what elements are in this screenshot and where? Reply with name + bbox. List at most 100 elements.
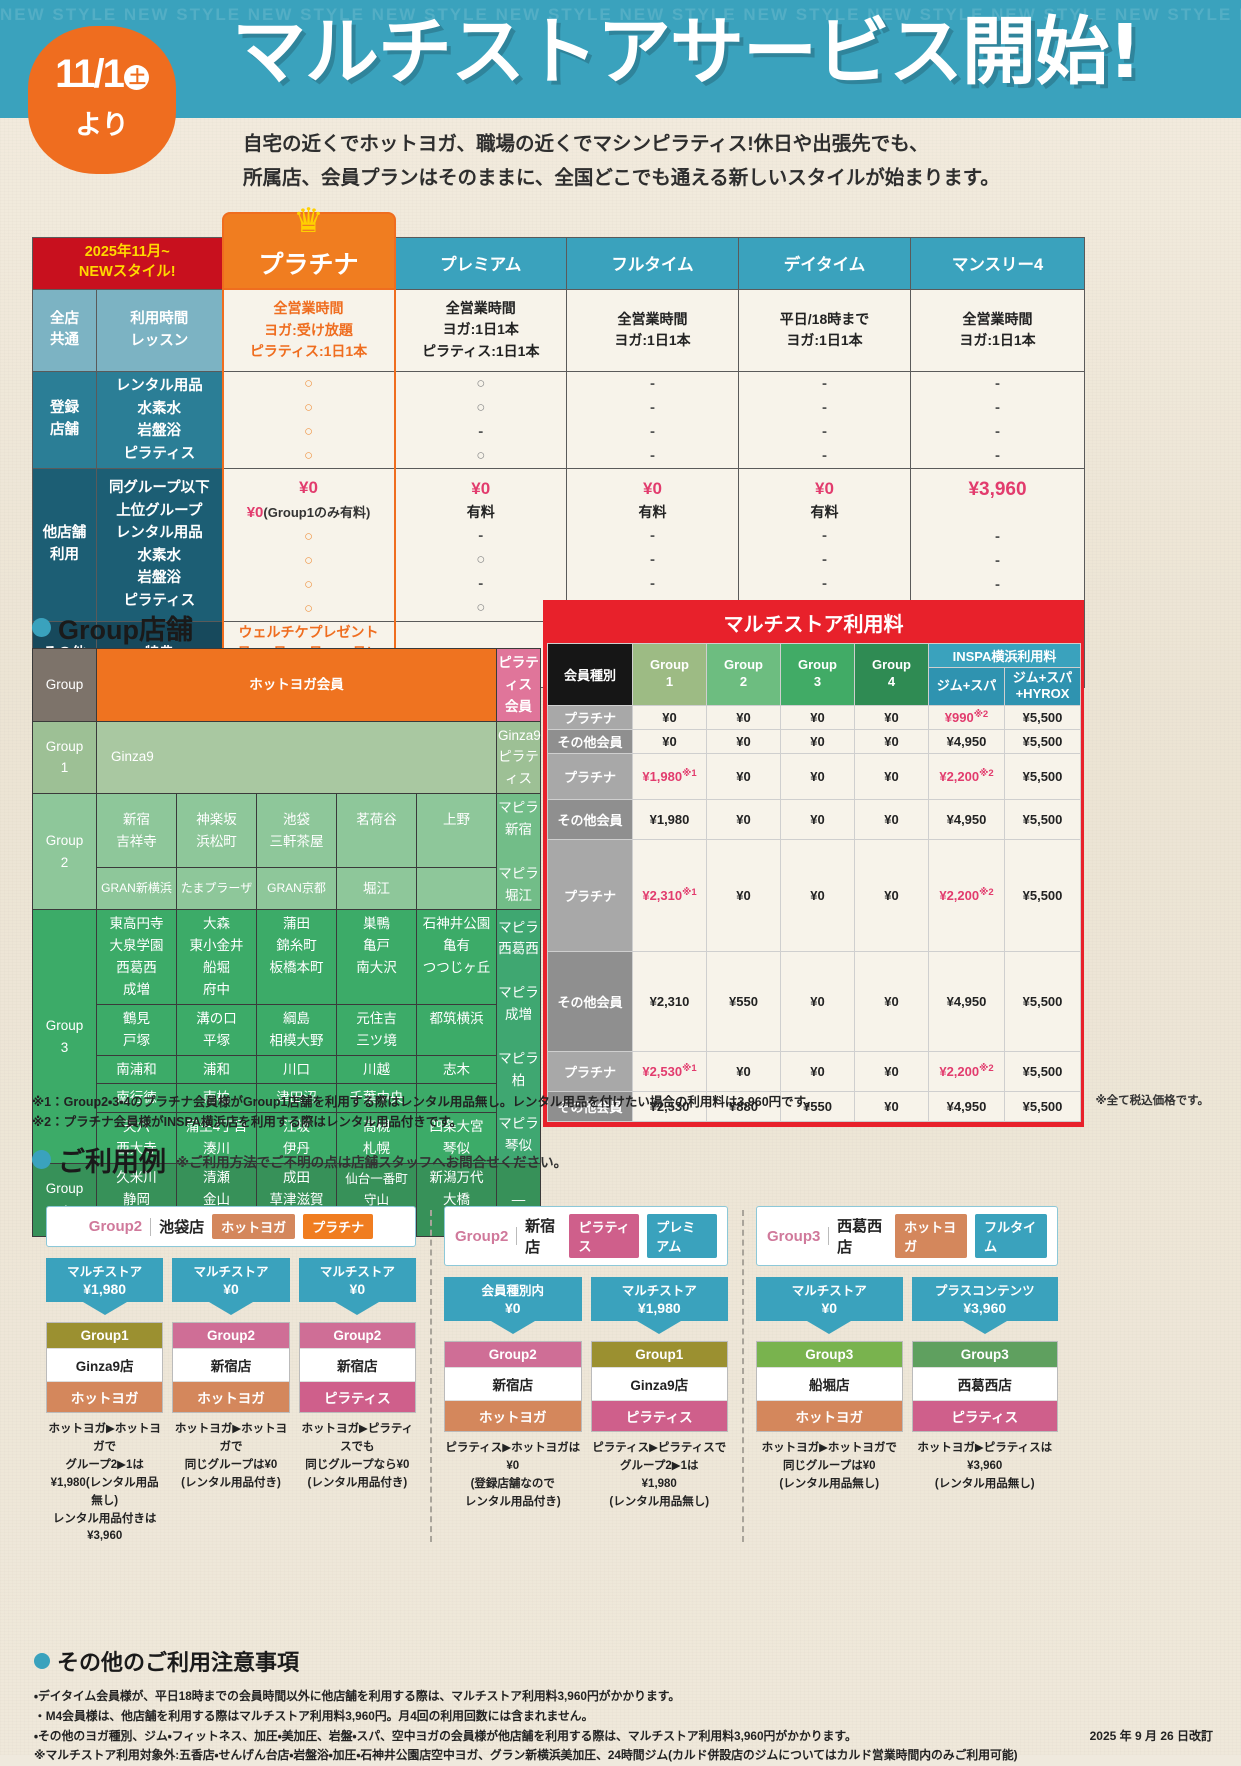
fee-header-group2: Group 2: [706, 643, 781, 706]
mark-rental: -: [995, 375, 1001, 393]
example-desc: ピラティス▶ホットヨガは ¥0 (登録店舗なので レンタル用品付き): [445, 1442, 581, 1508]
gs-store: [416, 1083, 497, 1114]
fee-row-g2-platinum: プラチナ ¥1,980※1 ¥0 ¥0 ¥0 ¥2,200※2 ¥5,500: [547, 752, 1082, 800]
plan-header-premium[interactable]: プレミアム: [394, 236, 568, 290]
bullet-icon: [32, 618, 51, 637]
gs-store: 都筑横浜: [416, 1003, 497, 1056]
cell-registered-daytime: - - - -: [738, 371, 912, 470]
mark-ganban: -: [478, 423, 484, 441]
lede-line-1: 自宅の近くでホットヨガ、職場の近くでマシンピラティス!休日や出張先でも、: [243, 133, 929, 155]
gs-group-label-2: Group 2: [32, 793, 97, 911]
fee-val: ¥0: [780, 752, 855, 800]
mark-rental: -: [822, 526, 828, 544]
cell-common-platinum: 全営業時間 ヨガ:受け放題 ピラティス:1日1本: [221, 288, 396, 373]
plan-header-fulltime[interactable]: フルタイム: [566, 236, 740, 290]
gs-store: 津田沼: [256, 1083, 337, 1114]
gs-store: 南行徳: [96, 1083, 177, 1114]
example-stack: Group2 新宿店 ホットヨガ: [444, 1341, 582, 1433]
gs-store: 浦和: [176, 1054, 257, 1085]
gs-row-group3d: 南行徳 南柏 津田沼 千葉中央: [33, 1083, 541, 1114]
platinum-tab: [221, 212, 396, 240]
usage-examples: Group2 池袋店 ホットヨガ プラチナ マルチストア ¥1,980 Grou…: [32, 1172, 1084, 1546]
mark-hydrogen: ○: [476, 399, 486, 417]
gs-store: たまプラーザ: [176, 867, 257, 911]
arrow-badge: マルチストア ¥0: [172, 1258, 290, 1303]
plan-comparison-table: 2025年11月~ NEWスタイル! ♛ プラチナ プレミアム フルタイム デイ…: [31, 204, 1086, 689]
plan-row-registered: 登録 店舗 レンタル用品 水素水 岩盤浴 ピラティス ○ ○ ○ ○ ○ ○ - ○ -…: [32, 371, 1086, 470]
row-label-otherstore: 他店舗 利用: [32, 468, 97, 622]
gs-store: 東高円寺 大泉学園 西葛西 成増: [96, 909, 177, 1005]
stack-type: ピラティス: [912, 1401, 1057, 1432]
stack-store: 新宿店: [445, 1367, 581, 1402]
fee-val: ¥0: [706, 704, 781, 730]
fee-val: ¥0: [780, 704, 855, 730]
gs-row-group1: Group 1 Ginza9 Ginza9 ピラティス: [32, 720, 541, 795]
gs-row-group2b: GRAN新横浜 たまプラーザ GRAN京都 堀江: [33, 867, 541, 911]
fee-label-platinum: プラチナ: [547, 838, 633, 952]
arrow-label: 会員種別内: [481, 1284, 544, 1298]
stack-group: Group3: [912, 1342, 1057, 1368]
tax-note: ※全て税込価格です。: [1095, 1095, 1209, 1107]
example-stack: Group3 船堀店 ホットヨガ: [756, 1341, 903, 1433]
fee-table-title: マルチストア利用料: [723, 614, 904, 636]
fee-header-inspa-gym-spa: ジム+スパ: [928, 667, 1005, 706]
gs-row-group3a: Group 3 東高円寺 大泉学園 西葛西 成増 大森 東小金井 船堀 府中 蒲田 錦糸町 板橋本…: [32, 909, 541, 1165]
row-label-common: 全店 共通: [32, 288, 97, 373]
fee-header-inspa: INSPA横浜利用料: [927, 643, 1082, 668]
gs-store: 巣鴨 亀戸 南大沢: [336, 909, 417, 1005]
plan-header-daytime[interactable]: デイタイム: [738, 236, 912, 290]
group-stores-heading: Group店舗: [32, 608, 193, 647]
gs-store: 池袋 三軒茶屋: [256, 793, 337, 869]
mark-ganban: -: [478, 574, 484, 592]
gs-group-label-3: Group 3: [32, 909, 97, 1165]
fee-val: ¥0: [780, 838, 855, 952]
gs-store: 堀江: [336, 867, 417, 911]
arrow-amount: ¥3,960: [963, 1300, 1007, 1317]
mark-hydrogen: ○: [303, 551, 314, 569]
arrow-label: マルチストア: [319, 1265, 395, 1279]
mark-pilates: -: [995, 447, 1001, 465]
example-stack: Group3 西葛西店 ピラティス: [911, 1341, 1058, 1433]
stack-type: ピラティス: [299, 1382, 415, 1413]
fee-row-g4-platinum: プラチナ ¥2,530※1 ¥0 ¥0 ¥0 ¥2,200※2 ¥5,500: [547, 1050, 1082, 1092]
fee-val: ¥0: [854, 798, 929, 840]
arrow-label: プラスコンテンツ: [934, 1284, 1035, 1298]
fee-val: ¥0: [706, 1050, 781, 1092]
mark-hydrogen: -: [650, 399, 656, 417]
gs-store: 大森 東小金井 船堀 府中: [176, 909, 257, 1005]
gs-store: 神楽坂 浜松町: [176, 793, 257, 869]
chip-activity: ピラティス: [569, 1214, 640, 1258]
mark-ganban: -: [650, 574, 656, 592]
gs-row-group3e: 天六 西大寺 蒲生4丁目 湊川 江坂 伊丹 高槻 札幌 四条大宮 琴似: [33, 1112, 541, 1165]
mark-pilates: -: [822, 447, 828, 465]
stack-store: Ginza9店: [47, 1348, 163, 1383]
example-col: 会員種別内 ¥0 Group2 新宿店 ホットヨガ ピラティス▶ホットヨガは ¥0…: [444, 1277, 582, 1512]
mark-hydrogen: -: [822, 399, 828, 417]
plan-header-platinum[interactable]: ♛ プラチナ: [221, 204, 396, 290]
arrow-amount: ¥1,980: [83, 1281, 127, 1298]
mark-ganban: -: [995, 423, 1001, 441]
fee-label-platinum: プラチナ: [547, 752, 633, 800]
multistore-fee-table: マルチストア利用料 会員種別 Group 1 Group 2 Group 3 Grou…: [543, 600, 1084, 1127]
example-stack: Group2 新宿店 ホットヨガ: [172, 1322, 290, 1414]
mark-rental: ○: [476, 375, 486, 393]
plan-header-monthly4[interactable]: マンスリー4: [910, 236, 1086, 290]
example-store: 西葛西店: [837, 1218, 883, 1256]
example-desc: ホットヨガ▶ピラティスでも 同じグループなら¥0 (レンタル用品付き): [301, 1423, 414, 1489]
plan-row-common: 全店 共通 利用時間 レッスン 全営業時間 ヨガ:受け放題 ピラティス:1日1本 全営業…: [32, 288, 1086, 373]
gs-pilates-1: Ginza9 ピラティス: [496, 720, 541, 795]
gs-header-group: Group: [32, 648, 97, 722]
fee-row-g3-other: その他会員 ¥2,310 ¥550 ¥0 ¥0 ¥4,950 ¥5,500: [547, 950, 1082, 1052]
example-desc: ホットヨガ▶ホットヨガで 同じグループは¥0 (レンタル用品付き): [174, 1423, 288, 1489]
mark-hydrogen: -: [650, 550, 656, 568]
cell-registered-fulltime: - - - -: [566, 371, 740, 470]
stack-store: Ginza9店: [591, 1367, 727, 1402]
gs-store: 新宿 吉祥寺: [96, 793, 177, 869]
cell-registered-monthly4: - - - -: [910, 371, 1086, 470]
gs-store: 南柏: [176, 1083, 257, 1114]
mark-hydrogen: -: [995, 399, 1001, 417]
fee-val-inspa: ¥2,200※2: [928, 838, 1005, 952]
mark-pilates: ○: [476, 598, 486, 616]
gs-store: 志木: [416, 1054, 497, 1085]
fee-val: ¥0: [854, 1090, 929, 1122]
